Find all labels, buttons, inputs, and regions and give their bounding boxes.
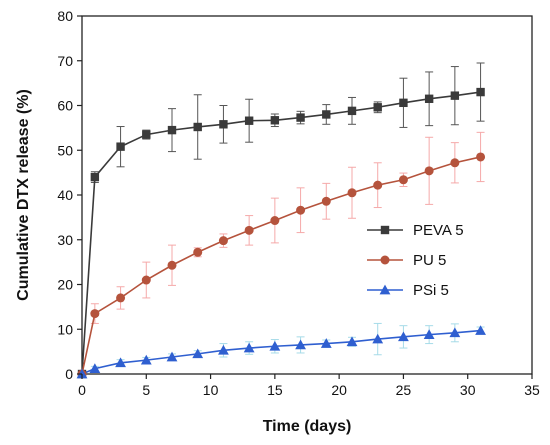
x-axis: 0 5 10 15 20 25 30 35: [78, 374, 540, 398]
error-bars: [90, 62, 485, 372]
legend-label: PU 5: [413, 252, 446, 269]
data-point: [243, 342, 255, 353]
data-point: [373, 103, 382, 112]
y-tick-label: 10: [57, 321, 73, 337]
data-point: [399, 98, 408, 108]
data-point: [140, 354, 152, 365]
data-point: [450, 158, 460, 168]
data-point: [476, 152, 486, 162]
x-tick-label: 10: [203, 382, 219, 398]
data-point: [398, 331, 409, 342]
data-point: [219, 120, 228, 129]
y-tick-label: 70: [57, 53, 73, 69]
x-axis-title: Time (days): [263, 418, 352, 435]
data-point: [193, 247, 203, 257]
y-tick-label: 50: [57, 142, 73, 158]
legend-label: PEVA 5: [413, 222, 464, 239]
legend: PEVA 5 PU 5 PSi 5: [367, 222, 464, 299]
data-point: [475, 325, 486, 335]
x-tick-label: 15: [267, 382, 283, 398]
x-tick-label: 30: [460, 382, 476, 398]
x-tick-label: 35: [524, 382, 540, 398]
y-axis-title: Cumulative DTX release (%): [15, 89, 32, 301]
data-point: [347, 106, 357, 116]
data-point: [372, 333, 384, 344]
y-tick-label: 80: [57, 8, 73, 24]
x-tick-label: 25: [396, 382, 412, 398]
data-point: [450, 91, 460, 100]
data-point: [116, 293, 126, 303]
data-point: [449, 327, 461, 338]
series-line: [81, 329, 481, 375]
y-tick-label: 30: [57, 232, 73, 248]
data-point: [269, 340, 281, 351]
data-point: [424, 166, 434, 176]
data-point: [476, 87, 485, 97]
x-tick-label: 0: [78, 382, 86, 398]
x-tick-label: 5: [142, 382, 150, 398]
data-point: [296, 113, 305, 122]
data-point: [193, 122, 202, 132]
data-point: [90, 172, 100, 182]
x-tick-label: 20: [331, 382, 347, 398]
legend-marker: [380, 225, 390, 235]
data-point: [89, 363, 101, 373]
data-point: [244, 116, 254, 125]
y-tick-label: 60: [57, 98, 73, 114]
data-point: [218, 344, 229, 355]
data-point: [398, 175, 408, 185]
data-point: [142, 130, 151, 139]
y-axis: 0 10 20 30 40 50 60 70 80: [57, 8, 82, 382]
data-point: [320, 338, 332, 348]
data-point: [423, 329, 435, 339]
data-point: [346, 336, 358, 347]
data-point: [115, 357, 126, 368]
data-point: [192, 348, 204, 359]
data-point: [244, 225, 254, 235]
data-point: [296, 205, 306, 215]
data-point: [322, 110, 331, 119]
data-point: [424, 94, 434, 103]
data-point: [347, 188, 357, 198]
data-point: [167, 260, 177, 270]
legend-label: PSi 5: [413, 282, 449, 299]
legend-marker: [380, 255, 390, 265]
data-point: [295, 339, 306, 350]
legend-marker: [379, 284, 391, 295]
y-tick-label: 40: [57, 187, 73, 203]
plot-frame: [81, 15, 533, 375]
y-tick-label: 20: [57, 277, 73, 293]
data-point: [141, 275, 151, 285]
data-point: [321, 196, 331, 206]
data-point: [218, 236, 228, 246]
data-point: [373, 180, 383, 190]
y-tick-label: 0: [65, 366, 73, 382]
data-point: [116, 142, 125, 151]
data-point: [166, 351, 178, 362]
data-point: [90, 309, 100, 319]
data-point: [270, 216, 280, 226]
data-point: [167, 125, 177, 135]
data-point: [270, 116, 280, 125]
